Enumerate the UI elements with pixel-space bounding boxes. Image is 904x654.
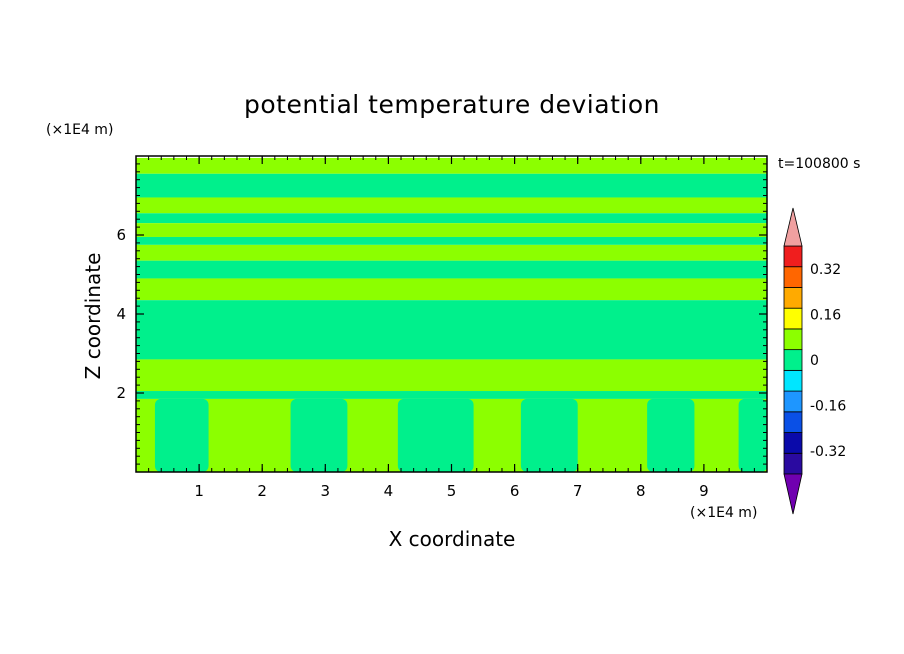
contour-band: [136, 260, 767, 279]
contour-band: [136, 236, 767, 245]
colorbar-segment: [783, 369, 803, 392]
contour-band: [136, 173, 767, 198]
x-tick-label: 5: [447, 482, 457, 500]
y-axis: 2 4 6: [116, 163, 767, 465]
colorbar-segment: [783, 307, 803, 330]
contour-column: [290, 398, 348, 472]
time-label: t=100800 s: [778, 156, 860, 172]
colorbar-segment: [783, 432, 803, 454]
colorbar-segment: [783, 287, 803, 309]
colorbar-segment: [783, 328, 803, 351]
x-axis-title: X coordinate: [389, 527, 516, 551]
x-tick-label: 1: [194, 482, 204, 500]
y-tick-label: 6: [116, 226, 126, 244]
chart-title: potential temperature deviation: [244, 90, 660, 119]
x-tick-label: 6: [510, 482, 520, 500]
plot-area: [136, 157, 767, 472]
x-tick-label: 8: [636, 482, 646, 500]
colorbar-segment: [783, 452, 803, 475]
colorbar-label: -0.16: [810, 399, 846, 415]
contour-band: [136, 391, 767, 399]
x-tick-label: 9: [699, 482, 709, 500]
x-tick-label: 3: [321, 482, 331, 500]
colorbar-segment: [783, 245, 803, 268]
x-units-label: (×1E4 m): [690, 505, 757, 521]
colorbar-segment: [783, 266, 803, 288]
x-axis: 1 2 3 4 5 6 7 8 9: [148, 156, 768, 500]
x-tick-label: 7: [573, 482, 583, 500]
colorbar-label: 0: [810, 353, 819, 369]
colorbar-label: -0.32: [810, 444, 846, 460]
contour-band: [136, 213, 767, 224]
contour-column: [154, 398, 209, 472]
y-tick-label: 2: [116, 384, 126, 402]
contour-band: [136, 197, 767, 214]
contour-band: [136, 300, 767, 360]
contour-band: [136, 223, 767, 237]
x-tick-label: 4: [384, 482, 394, 500]
colorbar-under-triangle: [783, 473, 803, 515]
colorbar-segment: [783, 411, 803, 433]
contour-column: [738, 398, 767, 472]
x-tick-label: 2: [257, 482, 267, 500]
contour-columns: [154, 398, 767, 472]
contour-band: [136, 278, 767, 301]
colorbar-label: 0.16: [810, 307, 841, 323]
colorbar-label: 0.32: [810, 262, 841, 278]
colorbar: 0.32 0.16 0 -0.16 -0.32: [783, 207, 846, 515]
contour-column: [397, 398, 474, 472]
contour-column: [647, 398, 695, 472]
colorbar-segment: [783, 390, 803, 413]
y-axis-title: Z coordinate: [81, 253, 105, 380]
y-tick-label: 4: [116, 305, 126, 323]
contour-column: [520, 398, 578, 472]
contour-band: [136, 244, 767, 261]
colorbar-over-triangle: [783, 207, 803, 247]
colorbar-segment: [783, 349, 803, 371]
contour-band: [136, 359, 767, 392]
contour-band: [136, 157, 767, 174]
y-units-label: (×1E4 m): [46, 122, 113, 138]
